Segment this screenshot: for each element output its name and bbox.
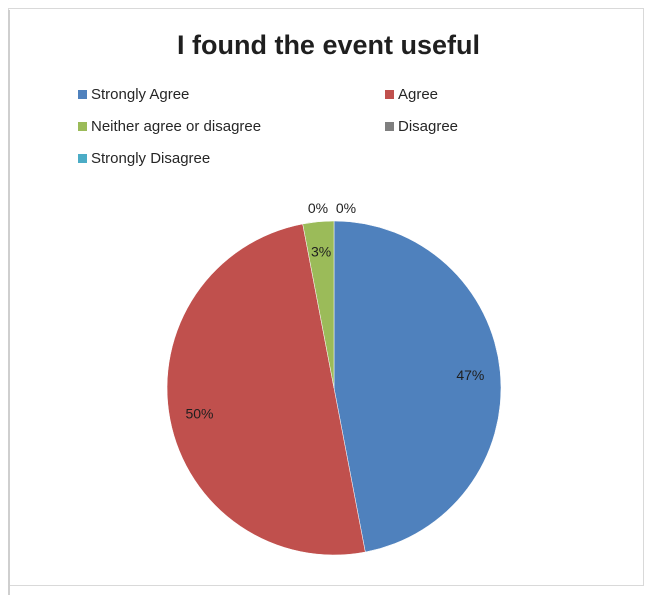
legend-swatch-disagree — [385, 122, 394, 131]
pie-slice-strongly-agree — [333, 220, 502, 553]
legend-swatch-strongly-agree — [78, 90, 87, 99]
legend-swatch-strongly-disagree — [78, 154, 87, 163]
chart-title: I found the event useful — [176, 30, 480, 60]
data-label-strongly-agree: 47% — [456, 367, 484, 383]
legend-item-disagree: Disagree — [385, 118, 458, 135]
data-label-neither: 3% — [311, 244, 331, 260]
legend-item-neither: Neither agree or disagree — [78, 118, 261, 135]
data-label-agree: 50% — [185, 406, 213, 422]
legend-label: Strongly Disagree — [91, 150, 211, 167]
legend-item-strongly-agree: Strongly Agree — [78, 86, 189, 103]
pie-slice-agree — [166, 223, 366, 556]
data-label-disagree: 0% — [308, 200, 328, 216]
data-label-strongly-disagree: 0% — [336, 200, 356, 216]
legend-item-agree: Agree — [385, 86, 438, 103]
frame-edge — [8, 10, 10, 595]
legend-label: Agree — [398, 86, 439, 103]
legend-label: Neither agree or disagree — [91, 118, 262, 135]
legend-label: Disagree — [398, 118, 459, 135]
pie-slice-neither — [302, 220, 335, 389]
legend-swatch-agree — [385, 90, 394, 99]
legend-swatch-neither — [78, 122, 87, 131]
legend-label: Strongly Agree — [91, 86, 190, 103]
legend-item-strongly-disagree: Strongly Disagree — [78, 150, 210, 167]
